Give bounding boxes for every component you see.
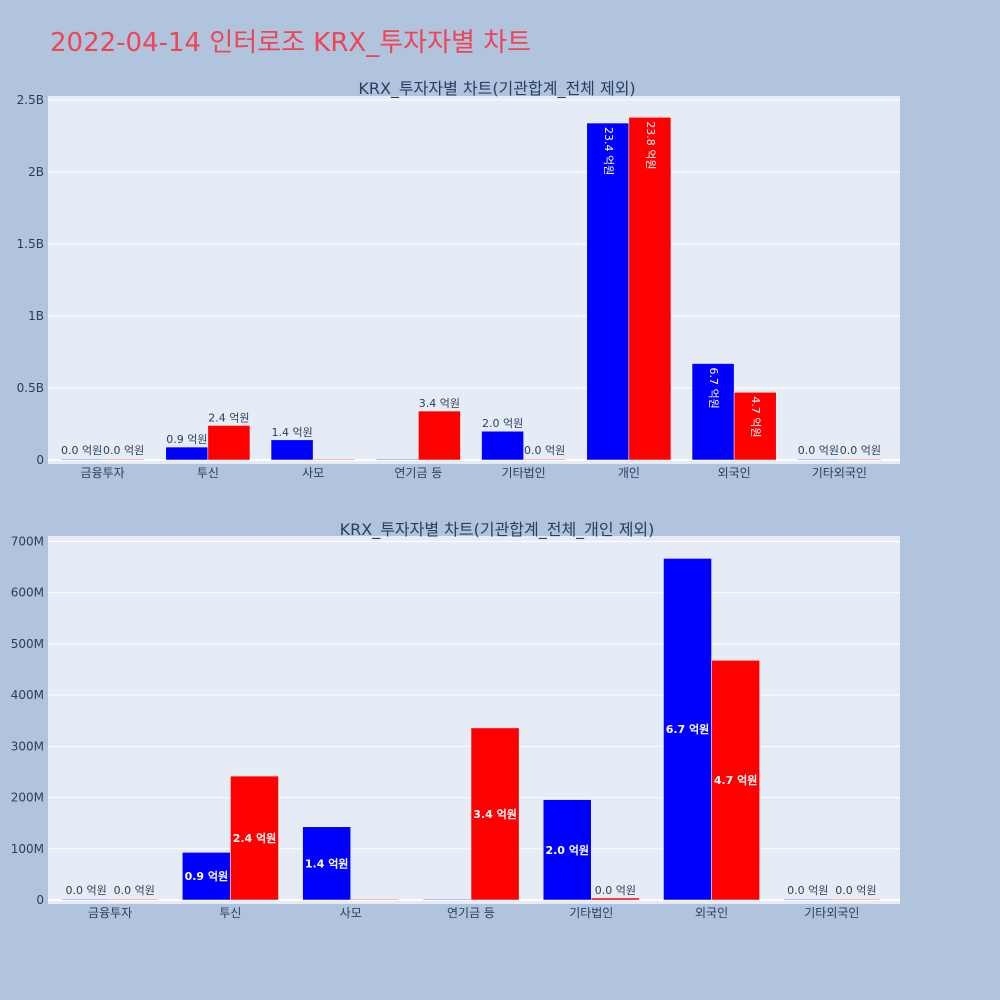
y-tick-label: 700M	[11, 535, 44, 549]
y-tick-label: 0.5B	[17, 381, 44, 395]
data-label: 0.0 억원	[595, 884, 636, 897]
bar	[733, 392, 777, 461]
data-label: 2.0 억원	[482, 417, 523, 430]
data-label: 0.9 억원	[185, 869, 229, 883]
data-label: 1.4 억원	[305, 856, 349, 870]
data-label: 2.4 억원	[233, 831, 277, 845]
data-label: 0.0 억원	[835, 884, 876, 897]
data-label: 3.4 억원	[419, 397, 460, 410]
bar	[797, 458, 840, 461]
bar	[230, 775, 279, 901]
x-tick-label: 사모	[340, 906, 362, 920]
x-tick-label: 외국인	[718, 466, 751, 480]
y-tick-label: 200M	[11, 791, 44, 805]
x-tick-label: 투신	[219, 906, 241, 920]
y-tick-label: 2B	[28, 165, 44, 179]
data-label: 4.7 억원	[749, 396, 762, 437]
chart-title: KRX_투자자별 차트(기관합계_전체_개인 제외)	[340, 520, 655, 540]
bar	[418, 410, 461, 461]
y-tick-label: 100M	[11, 842, 44, 856]
y-tick-label: 500M	[11, 637, 44, 651]
data-label: 1.4 억원	[271, 426, 312, 439]
bar	[207, 425, 251, 461]
bar	[783, 898, 833, 901]
data-label: 0.0 억원	[103, 444, 144, 457]
data-label: 0.0 억원	[524, 444, 565, 457]
bar	[628, 117, 672, 461]
data-label: 23.8 억원	[644, 121, 657, 169]
data-label: 0.0 억원	[114, 884, 155, 897]
bar	[270, 439, 314, 461]
bar	[376, 458, 419, 461]
x-tick-label: 개인	[618, 466, 640, 480]
y-tick-label: 1B	[28, 309, 44, 323]
bar	[711, 660, 760, 901]
chart-panel-2: 0 100M 200M 300M 400M 500M 600M 700M KRX_투자자별 차트…	[11, 520, 900, 920]
data-label: 0.0 억원	[65, 884, 106, 897]
x-tick-label: 연기금 등	[394, 466, 442, 480]
bar	[663, 558, 712, 901]
x-tick-label: 기타외국인	[812, 466, 867, 480]
bar	[470, 727, 520, 901]
data-label: 3.4 억원	[473, 807, 517, 821]
bar	[61, 898, 111, 901]
x-tick-label: 기타법인	[502, 466, 546, 480]
bar	[839, 458, 882, 461]
y-tick-label: 0	[36, 453, 44, 467]
data-label: 4.7 억원	[714, 773, 758, 787]
bar	[165, 446, 209, 461]
x-tick-label: 외국인	[695, 906, 728, 920]
data-label: 0.0 억원	[61, 444, 102, 457]
data-label: 6.7 억원	[666, 722, 710, 736]
data-label: 0.0 억원	[787, 884, 828, 897]
bar	[60, 458, 103, 461]
bar	[182, 852, 231, 901]
bar	[523, 458, 566, 461]
bar	[422, 898, 472, 901]
bar	[481, 430, 524, 461]
x-tick-label: 사모	[302, 466, 324, 480]
x-tick-label: 금융투자	[81, 466, 125, 480]
data-label: 23.4 억원	[602, 127, 615, 175]
data-label: 0.9 억원	[166, 433, 207, 446]
bar	[302, 826, 351, 901]
bar	[542, 799, 592, 901]
data-label: 0.0 억원	[798, 444, 839, 457]
y-tick-label: 600M	[11, 586, 44, 600]
data-label: 2.4 억원	[208, 411, 249, 424]
bar	[350, 898, 400, 901]
x-tick-label: 투신	[197, 466, 219, 480]
x-tick-label: 연기금 등	[447, 906, 495, 920]
data-label: 6.7 억원	[707, 368, 720, 409]
page-title: 2022-04-14 인터로조 KRX_투자자별 차트	[50, 28, 532, 58]
y-tick-label: 2.5B	[17, 93, 44, 107]
y-tick-label: 1.5B	[17, 237, 44, 251]
data-label: 0.0 억원	[840, 444, 881, 457]
bar	[591, 897, 640, 901]
x-tick-label: 기타외국인	[804, 906, 859, 920]
bar	[691, 363, 735, 461]
y-tick-label: 400M	[11, 688, 44, 702]
y-tick-label: 300M	[11, 739, 44, 753]
chart-panel-1: 0 0.5B 1B 1.5B 2B 2.5B KRX_투자자별 차트(기관합계_전체 제외)…	[17, 79, 900, 480]
bar	[312, 458, 356, 461]
data-label: 2.0 억원	[545, 843, 589, 857]
bar	[109, 898, 159, 901]
chart-title: KRX_투자자별 차트(기관합계_전체 제외)	[358, 79, 635, 99]
bar	[102, 458, 145, 461]
x-tick-label: 기타법인	[569, 906, 613, 920]
y-tick-label: 0	[36, 893, 44, 907]
bar	[586, 122, 630, 461]
x-tick-label: 금융투자	[88, 906, 132, 920]
bar	[831, 898, 881, 901]
